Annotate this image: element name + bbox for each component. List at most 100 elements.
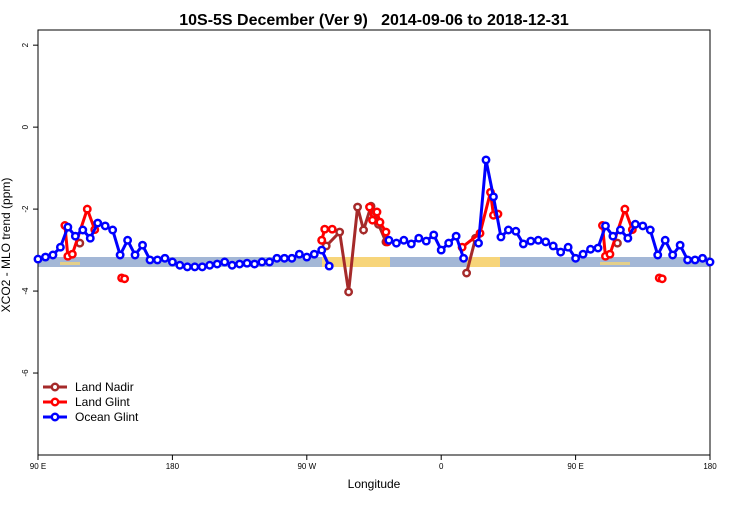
point	[563, 242, 573, 252]
point	[287, 253, 297, 263]
point	[309, 249, 319, 259]
x-axis-label: Longitude	[348, 477, 401, 491]
point	[130, 250, 140, 260]
land-band	[467, 257, 500, 267]
point	[93, 218, 103, 228]
legend-item: Land Glint	[43, 395, 130, 409]
point	[82, 204, 92, 214]
chart-title: 10S-5S December (Ver 9) 2014-09-06 to 20…	[179, 12, 569, 29]
point	[496, 232, 506, 242]
point	[660, 235, 670, 245]
point	[605, 249, 615, 259]
point	[353, 202, 363, 212]
legend-item: Land Nadir	[43, 380, 134, 394]
point	[451, 231, 461, 241]
point	[391, 238, 401, 248]
point	[462, 268, 472, 278]
y-tick-label: -2	[21, 205, 30, 213]
point	[220, 257, 230, 267]
y-tick-label: -4	[21, 287, 30, 295]
point	[250, 259, 259, 269]
point	[205, 260, 215, 270]
point	[586, 244, 595, 254]
point	[526, 236, 536, 246]
point	[272, 253, 282, 263]
point	[242, 258, 252, 268]
y-tick-label: 0	[21, 124, 30, 129]
point	[675, 240, 685, 250]
point	[414, 233, 424, 243]
point	[212, 259, 222, 269]
point	[620, 204, 630, 214]
point	[683, 255, 693, 265]
point	[429, 230, 439, 240]
point	[160, 253, 170, 263]
plot-frame	[37, 29, 711, 456]
point	[55, 242, 65, 252]
x-tick-label: 180	[166, 462, 180, 471]
land-band	[600, 262, 630, 265]
point	[108, 225, 118, 235]
point	[317, 245, 327, 255]
x-tick-label: 0	[439, 462, 444, 471]
point	[698, 253, 707, 263]
point	[372, 207, 382, 217]
point	[302, 252, 312, 262]
point	[48, 250, 58, 260]
point	[556, 247, 566, 257]
point	[690, 255, 700, 265]
x-tick-label: 90 W	[297, 462, 316, 471]
x-tick-label: 90 E	[30, 462, 46, 471]
point	[541, 237, 551, 247]
point	[381, 227, 391, 237]
point	[120, 274, 130, 284]
point	[601, 221, 610, 231]
surface-band	[38, 257, 710, 267]
point	[623, 233, 633, 243]
land-band	[60, 262, 80, 265]
point	[115, 250, 125, 260]
point	[630, 219, 640, 229]
legend-label: Land Nadir	[75, 380, 134, 394]
legend-item: Ocean Glint	[43, 410, 139, 424]
point	[705, 257, 715, 267]
legend-marker	[50, 382, 60, 392]
point	[265, 257, 274, 267]
point	[399, 235, 409, 245]
point	[335, 227, 345, 237]
point	[615, 225, 625, 235]
land-band	[322, 257, 390, 267]
point	[324, 261, 334, 271]
point	[197, 262, 207, 272]
point	[481, 155, 491, 165]
point	[645, 225, 655, 235]
point	[70, 231, 80, 241]
series	[33, 155, 715, 272]
point	[182, 262, 192, 272]
point	[190, 262, 200, 272]
y-tick-label: -6	[21, 369, 30, 377]
point	[668, 250, 678, 260]
point	[489, 192, 498, 202]
point	[235, 259, 245, 269]
point	[175, 260, 185, 270]
point	[100, 221, 110, 231]
legend-marker	[50, 412, 60, 422]
legend-label: Land Glint	[75, 395, 130, 409]
point	[85, 233, 95, 243]
point	[533, 235, 543, 245]
point	[608, 231, 618, 241]
x-tick-label: 180	[703, 462, 717, 471]
point	[317, 235, 327, 245]
point	[279, 253, 289, 263]
point	[365, 202, 374, 212]
point	[227, 260, 237, 270]
point	[138, 240, 147, 250]
y-tick-label: 2	[21, 42, 30, 47]
point	[167, 257, 177, 267]
point	[578, 249, 588, 259]
point	[257, 257, 267, 267]
